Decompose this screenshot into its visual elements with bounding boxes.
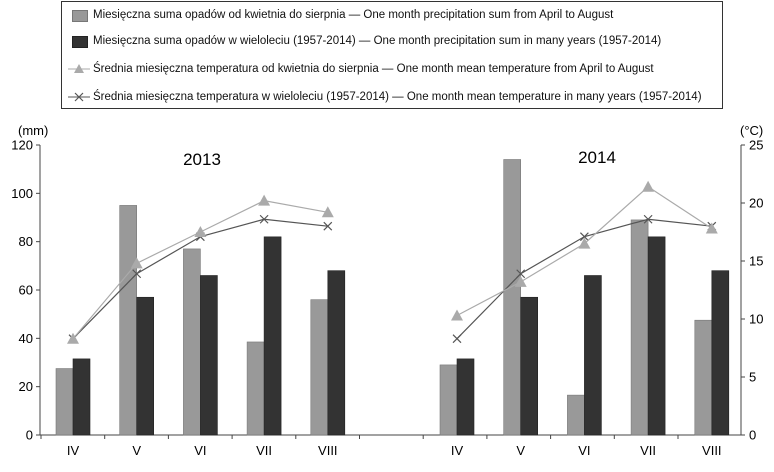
right-tick-label: 10 (749, 312, 763, 327)
marker-temperature (194, 226, 207, 237)
bar-precipitation (567, 394, 585, 436)
x-tick-label: V (132, 443, 141, 458)
x-tick-label: VI (578, 443, 590, 458)
bar-precipitation (503, 159, 522, 436)
bar-precipitation (310, 299, 329, 436)
chart-axes (36, 144, 745, 439)
left-axis-unit: (mm) (18, 123, 48, 138)
right-tick-label: 0 (749, 428, 756, 443)
marker-temperature-longterm (579, 232, 589, 242)
marker-temperature (130, 257, 143, 269)
x-tick-label: VI (194, 443, 206, 458)
legend-entry-temperature-longterm: Średnia miesięczna temperatura w wielole… (68, 86, 702, 108)
bar-precipitation (630, 219, 649, 436)
legend-entry-temperature: Średnia miesięczna temperatura od kwietn… (68, 58, 654, 80)
legend-key-cross-line (68, 90, 90, 104)
x-tick-label: V (516, 443, 525, 458)
bar-precipitation-longterm (263, 236, 282, 436)
bar-precipitation (119, 205, 137, 436)
marker-temperature (258, 194, 271, 206)
panel-year-label: 2013 (183, 150, 221, 169)
right-tick-label: 15 (749, 254, 763, 269)
bar-precipitation-longterm (136, 296, 154, 436)
bar-precipitation (694, 319, 713, 436)
bar-precipitation-longterm (520, 296, 539, 436)
marker-temperature-longterm (132, 269, 142, 279)
marker-temperature (514, 275, 527, 287)
left-tick-label: 60 (19, 283, 33, 298)
bar-precipitation-longterm (711, 270, 730, 436)
bar-precipitation (439, 364, 458, 436)
x-tick-label: VII (640, 443, 656, 458)
legend-entry-precipitation: Miesięczna suma opadów od kwietnia do si… (68, 4, 613, 26)
marker-temperature-longterm (452, 334, 462, 344)
x-tick-label: IV (451, 443, 464, 458)
panel-year-label: 2014 (578, 148, 616, 167)
bar-precipitation-longterm (200, 275, 218, 436)
bar-precipitation-longterm (72, 358, 91, 436)
x-tick-label: VII (256, 443, 272, 458)
marker-temperature (67, 332, 79, 344)
x-tick-label: VIII (318, 443, 338, 458)
bar-precipitation (55, 368, 74, 436)
bar-precipitation-longterm (647, 236, 666, 436)
legend-label: Średnia miesięczna temperatura od kwietn… (93, 63, 654, 75)
x-tick-label: IV (67, 443, 80, 458)
legend-label: Miesięczna suma opadów w wieloleciu (195… (93, 35, 662, 47)
marker-temperature (642, 180, 655, 192)
left-tick-label: 80 (19, 234, 33, 249)
bar-precipitation (246, 341, 265, 436)
left-tick-label: 20 (19, 379, 33, 394)
marker-temperature-longterm (323, 221, 333, 231)
marker-temperature-longterm (259, 214, 269, 224)
x-tick-label: VIII (702, 443, 722, 458)
right-tick-label: 5 (749, 370, 756, 385)
bar-precipitation-longterm (456, 358, 475, 436)
bar-precipitation (183, 248, 201, 436)
marker-temperature (321, 206, 334, 218)
bar-precipitation-longterm (327, 270, 346, 436)
chart-labels: 0 20 40 60 80 100 120 0 5 10 15 20 25 (mm) (°C) 2013 IV V… (11, 123, 763, 458)
left-tick-label: 100 (11, 186, 33, 201)
chart-legend: Miesięczna suma opadów od kwietnia do si… (61, 1, 723, 109)
marker-temperature (451, 309, 463, 321)
legend-label: Miesięczna suma opadów od kwietnia do si… (93, 9, 614, 21)
legend-label: Średnia miesięczna temperatura w wielole… (93, 91, 702, 103)
left-tick-label: 120 (11, 138, 33, 153)
marker-temperature (705, 222, 718, 234)
legend-key-triangle-line (68, 62, 90, 76)
chart-bars (55, 159, 730, 436)
legend-key-light-bar (68, 8, 90, 22)
right-axis-unit: (°C) (740, 123, 763, 138)
right-tick-label: 20 (749, 196, 763, 211)
bar-precipitation-longterm (584, 275, 602, 436)
marker-temperature-longterm (516, 269, 526, 279)
marker-temperature-longterm (643, 214, 653, 224)
legend-entry-precipitation-longterm: Miesięczna suma opadów w wieloleciu (195… (68, 30, 661, 52)
right-tick-label: 25 (749, 138, 763, 153)
left-tick-label: 40 (19, 331, 33, 346)
left-tick-label: 0 (26, 428, 33, 443)
marker-temperature (578, 237, 591, 249)
chart-lines (67, 180, 718, 344)
legend-key-dark-bar (68, 34, 90, 48)
